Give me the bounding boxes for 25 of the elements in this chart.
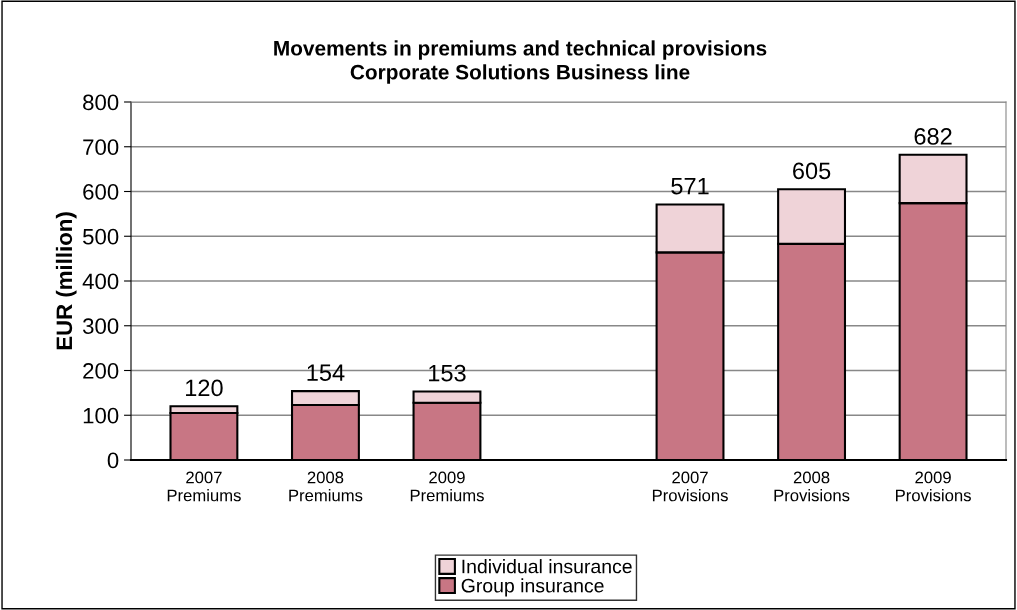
y-axis-title: EUR (million) <box>55 212 77 350</box>
y-tick-label: 500 <box>83 228 119 245</box>
chart-title: Movements in premiums and technical provisions Corporate Solutions Business line <box>274 40 767 84</box>
y-tick-label: 100 <box>83 407 119 424</box>
y-tick-label: 300 <box>82 318 119 335</box>
total-label: 605 <box>793 162 831 180</box>
x-tick-label: 2007 Provisions <box>652 471 728 502</box>
total-label: 153 <box>429 364 466 382</box>
legend-label: Group insurance <box>461 578 604 597</box>
y-tick-label: 700 <box>83 139 119 156</box>
x-tick-label: 2008 Premiums <box>289 471 363 502</box>
legend-label: Individual insurance <box>462 559 632 574</box>
total-label: 571 <box>671 177 709 195</box>
x-tick-label: 2008 Provisions <box>774 471 850 502</box>
x-tick-label: 2009 Premiums <box>410 471 484 502</box>
y-tick-label: 800 <box>83 94 119 111</box>
x-tick-label: 2009 Provisions <box>896 471 971 502</box>
total-label: 120 <box>186 379 223 397</box>
x-tick-label: 2007 Premiums <box>167 471 241 502</box>
y-tick-label: 600 <box>83 184 119 200</box>
y-tick-label: 200 <box>83 363 119 379</box>
y-tick-label: 400 <box>82 273 119 290</box>
total-label: 154 <box>307 364 345 382</box>
y-tick-label: 0 <box>107 452 119 469</box>
total-label: 682 <box>914 128 952 145</box>
